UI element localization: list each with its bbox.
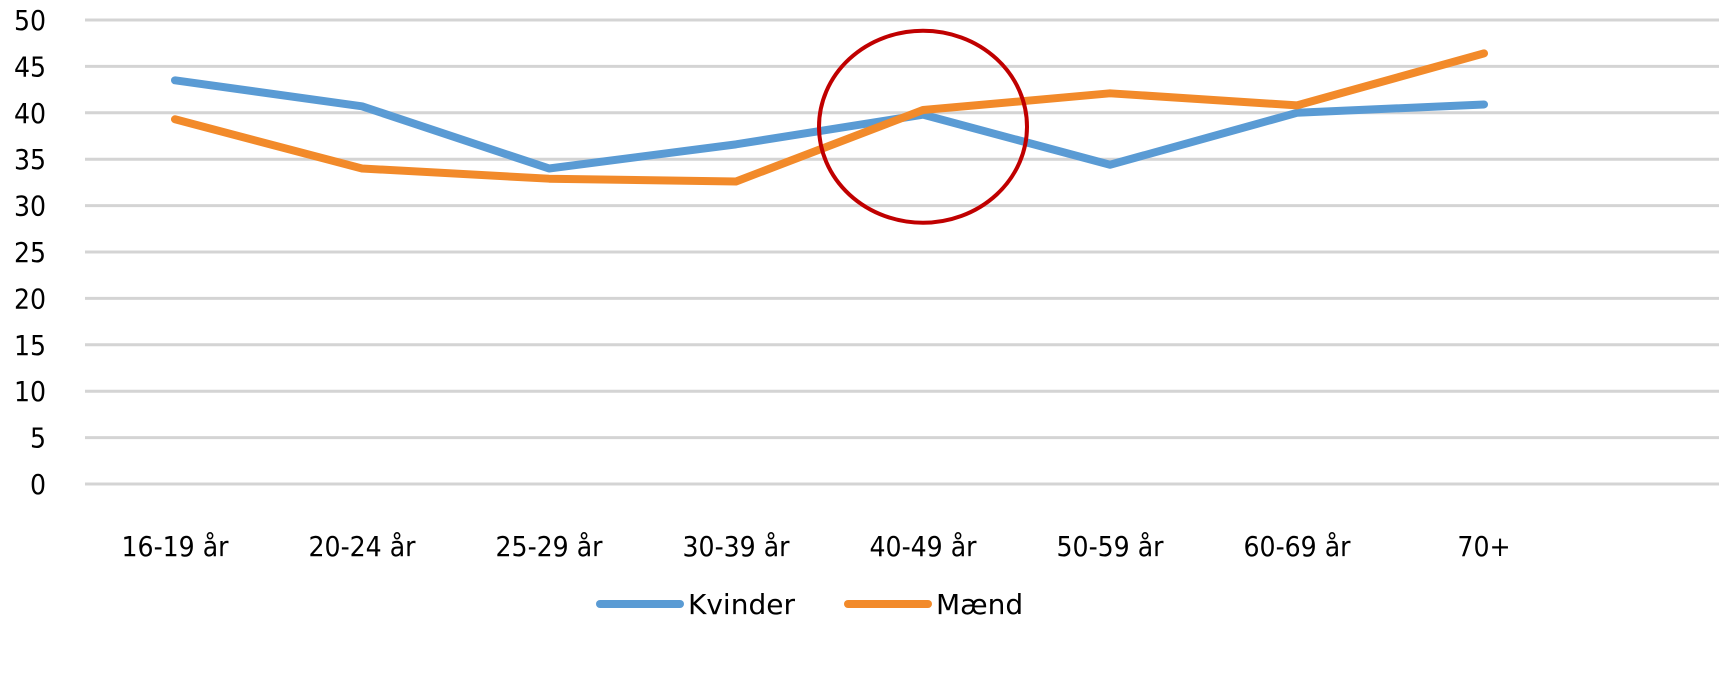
y-tick-label: 25 <box>14 236 46 269</box>
gridlines <box>85 18 1719 486</box>
annotation <box>817 28 1029 225</box>
x-tick-label: 16-19 år <box>122 530 230 563</box>
x-tick-label: 25-29 år <box>496 530 604 563</box>
x-tick-label: 30-39 år <box>683 530 791 563</box>
y-axis-ticks: 0 5 10 15 20 25 30 35 40 45 50 <box>14 4 46 501</box>
y-tick-label: 45 <box>14 50 46 83</box>
x-tick-label: 20-24 år <box>309 530 417 563</box>
series-line-kvinder <box>171 76 1488 173</box>
series-lines <box>171 49 1488 186</box>
x-tick-label: 60-69 år <box>1244 530 1352 563</box>
series-line-mænd <box>171 49 1488 186</box>
x-axis-ticks: 16-19 år 20-24 år 25-29 år 30-39 år 40-49 år… <box>122 530 1511 563</box>
y-tick-label: 20 <box>14 282 46 315</box>
legend: Kvinder Mænd <box>596 588 1023 621</box>
y-tick-label: 5 <box>30 422 46 455</box>
legend-label: Mænd <box>936 588 1023 621</box>
y-tick-label: 30 <box>14 190 46 223</box>
x-tick-label: 70+ <box>1457 530 1510 563</box>
x-tick-label: 50-59 år <box>1057 530 1165 563</box>
legend-label: Kvinder <box>688 588 795 621</box>
y-tick-label: 40 <box>14 97 46 130</box>
highlight-circle <box>817 28 1029 225</box>
y-tick-label: 35 <box>14 143 46 176</box>
y-tick-label: 10 <box>14 375 46 408</box>
x-tick-label: 40-49 år <box>870 530 978 563</box>
y-tick-label: 15 <box>14 329 46 362</box>
y-tick-label: 0 <box>30 468 46 501</box>
y-tick-label: 50 <box>14 4 46 37</box>
